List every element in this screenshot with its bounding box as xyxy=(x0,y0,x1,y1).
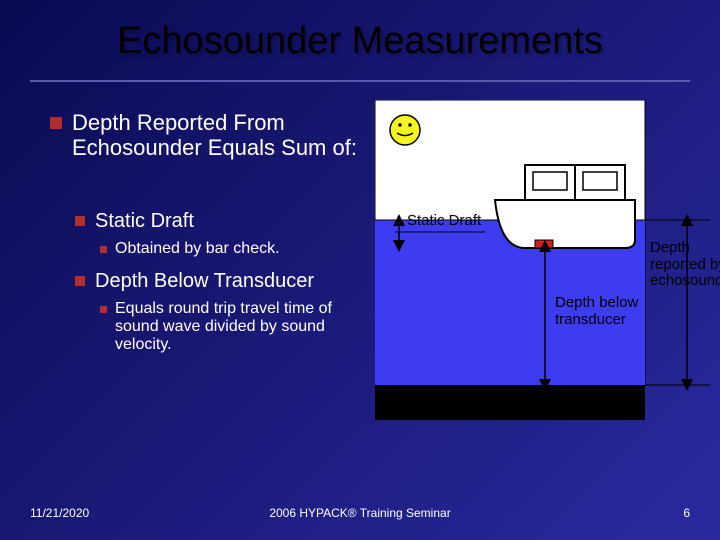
label-depth-reported: Depth reported by echosounder xyxy=(650,240,720,290)
bullet-main-text: Depth Reported From Echosounder Equals S… xyxy=(72,110,360,161)
bullet-sub2-detail: Equals round trip travel time of sound w… xyxy=(100,300,340,354)
bullet-sub2-detail-text: Equals round trip travel time of sound w… xyxy=(115,300,340,354)
bullet-square-icon xyxy=(100,306,107,313)
bullet-sub2-text: Depth Below Transducer xyxy=(95,270,314,293)
body: Depth Reported From Echosounder Equals S… xyxy=(0,100,720,500)
bullet-square-icon xyxy=(100,246,107,253)
label-static-draft: Static Draft xyxy=(407,213,481,230)
bullet-sub1-detail: Obtained by bar check. xyxy=(100,240,280,258)
footer-center: 2006 HYPACK® Training Seminar xyxy=(0,506,720,520)
bullet-square-icon xyxy=(75,216,85,226)
slide-title: Echosounder Measurements xyxy=(0,20,720,63)
bullet-sub2: Depth Below Transducer xyxy=(75,270,314,293)
title-divider xyxy=(30,80,690,82)
echosounder-diagram: Static Draft Depth below transducer Dept… xyxy=(375,100,715,420)
bullet-square-icon xyxy=(50,117,62,129)
bullet-main: Depth Reported From Echosounder Equals S… xyxy=(50,110,360,161)
bullet-sub1-text: Static Draft xyxy=(95,210,194,233)
bullet-sub1-detail-text: Obtained by bar check. xyxy=(115,240,280,258)
footer-page-number: 6 xyxy=(683,506,690,520)
label-depth-below: Depth below transducer xyxy=(555,295,655,328)
bullet-sub1: Static Draft xyxy=(75,210,194,233)
bullet-square-icon xyxy=(75,276,85,286)
slide: Echosounder Measurements Depth Reported … xyxy=(0,0,720,540)
